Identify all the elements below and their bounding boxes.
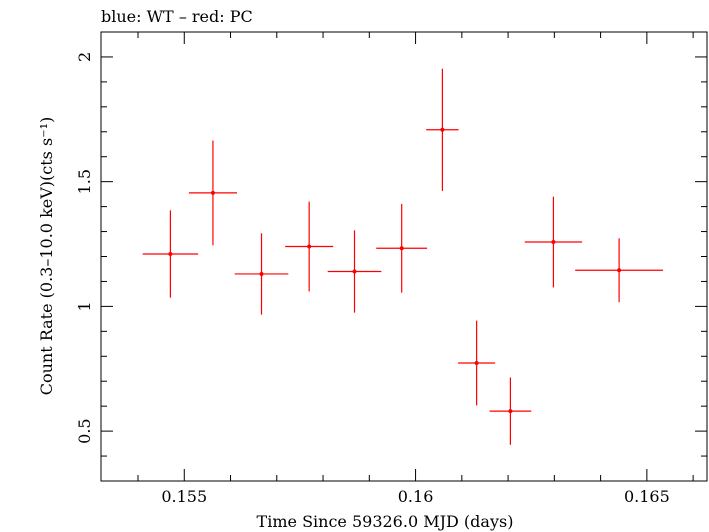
y-tick-label: 1 [75,301,94,311]
data-point [327,230,382,313]
data-point [458,320,496,406]
data-point [234,233,289,315]
point-marker [551,240,556,245]
x-tick-label: 0.16 [398,487,434,506]
data-point [489,377,532,445]
point-marker [508,409,513,414]
point-marker [399,246,404,251]
point-marker [168,252,173,257]
data-point [524,196,583,288]
y-axis-label: Count Rate (0.3–10.0 keV)(cts s⁻¹) [37,117,56,396]
point-marker [307,244,312,249]
axis-tick-labels: 0.155 0.16 0.165 0.5 1 1.5 2 [75,52,670,506]
data-point [188,140,238,246]
point-marker [259,271,264,276]
axis-ticks [101,31,707,481]
x-tick-label: 0.165 [624,487,670,506]
y-tick-label: 2 [75,52,94,62]
data-point [142,210,199,298]
data-point [376,203,428,293]
chart-title: blue: WT – red: PC [101,7,253,26]
point-marker [440,127,445,132]
x-tick-label: 0.155 [161,487,207,506]
point-marker [474,361,479,366]
point-marker [352,269,357,274]
y-tick-label: 0.5 [75,418,94,443]
data-points [142,68,664,445]
x-axis-label: Time Since 59326.0 MJD (days) [257,512,514,531]
plot-frame [100,31,708,482]
point-marker [210,190,215,195]
data-point [426,68,459,191]
data-point [285,201,334,292]
data-point [575,238,664,303]
point-marker [617,268,622,273]
y-tick-label: 1.5 [75,169,94,194]
